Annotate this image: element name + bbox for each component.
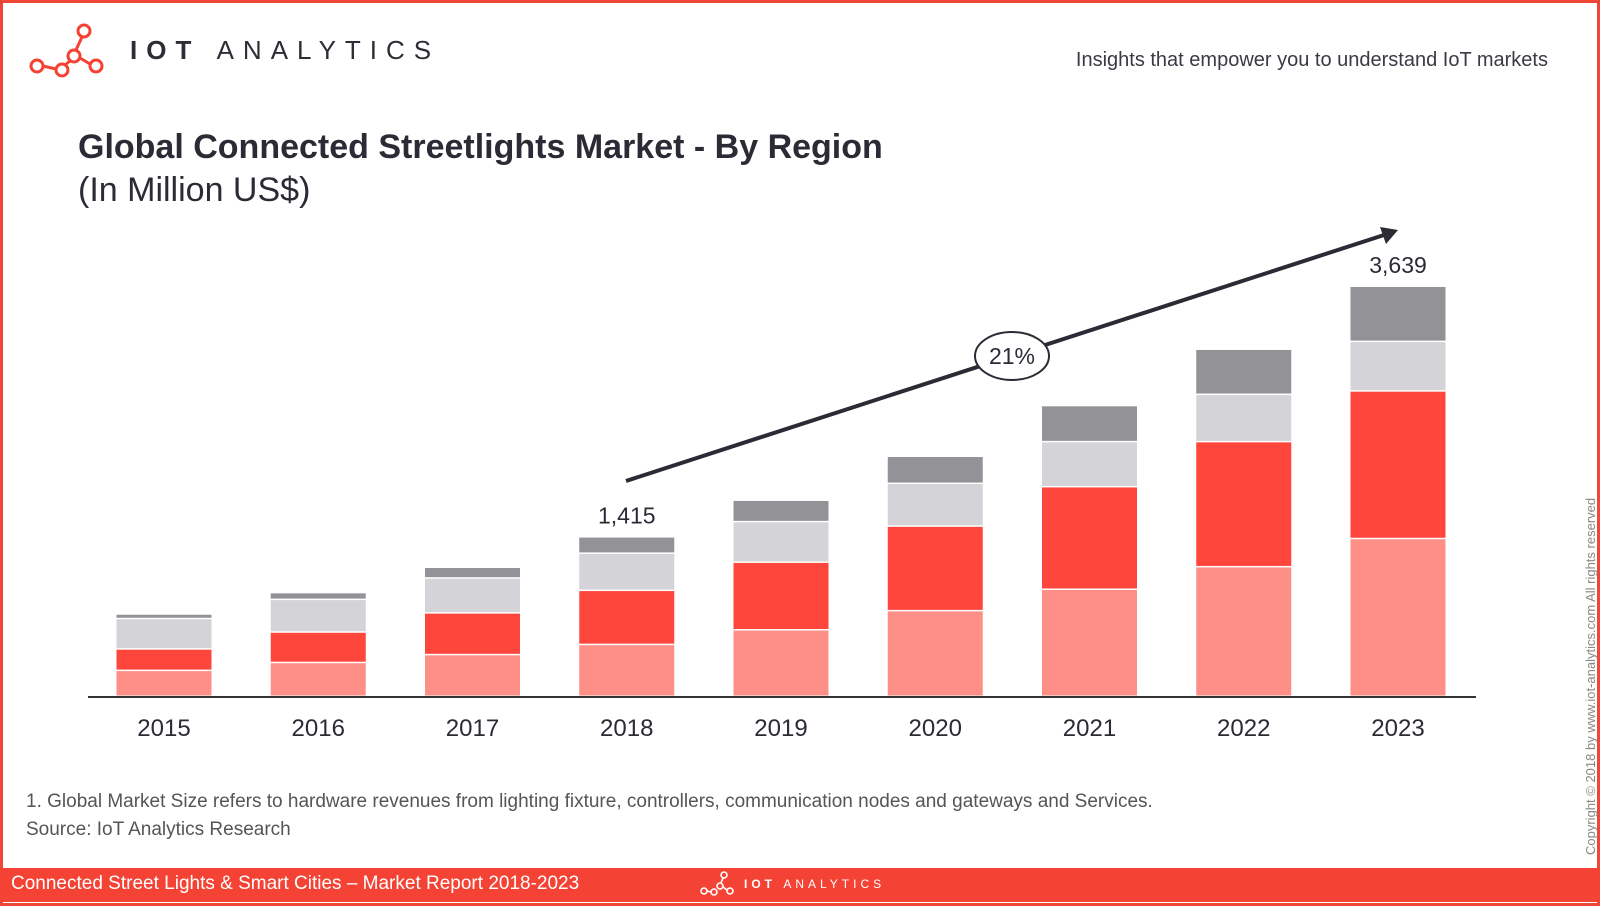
- bar-segment: [733, 522, 829, 562]
- iot-analytics-logo: IOT ANALYTICS: [28, 22, 440, 78]
- bar-segment: [270, 600, 366, 632]
- bar-segment: [579, 553, 675, 590]
- bottom-logo: IOT ANALYTICS: [700, 871, 885, 897]
- bar-segment: [1196, 567, 1292, 696]
- x-tick-label: 2022: [1217, 715, 1270, 742]
- x-tick-label: 2023: [1371, 715, 1424, 742]
- cagr-bubble: [974, 331, 1050, 381]
- cagr-label: 21%: [989, 343, 1035, 369]
- logo-text: IOT ANALYTICS: [130, 34, 441, 65]
- bar-segment: [270, 663, 366, 696]
- bar-segment: [425, 655, 520, 696]
- tagline: Insights that empower you to understand …: [1075, 49, 1548, 71]
- x-tick-label: 2016: [292, 715, 345, 742]
- x-tick-label: 2017: [446, 715, 499, 742]
- bar-segment: [733, 562, 829, 630]
- bar-segment: [425, 613, 520, 654]
- report-title: Connected Street Lights & Smart Cities –…: [11, 873, 580, 894]
- bar-segment: [1042, 442, 1137, 486]
- footnote-text: 1. Global Market Size refers to hardware…: [26, 791, 1153, 812]
- bar-segment: [116, 649, 212, 670]
- bar-segment: [579, 591, 675, 644]
- bar-segment: [425, 578, 520, 613]
- bar-segment: [1350, 391, 1446, 538]
- x-tick-label: 2020: [909, 715, 962, 742]
- chart-title-block: Global Connected Streetlights Market - B…: [78, 128, 883, 210]
- bottom-logo-text: IOT ANALYTICS: [744, 877, 886, 891]
- footnote: 1. Global Market Size refers to hardware…: [26, 788, 1153, 844]
- x-tick-label: 2018: [600, 715, 653, 742]
- bar-segment: [887, 484, 983, 526]
- network-nodes-icon: [700, 871, 734, 896]
- bar-segment: [1350, 539, 1446, 696]
- chart-subtitle: (In Million US$): [78, 171, 311, 209]
- bar-segment: [1196, 349, 1292, 394]
- bar-segment: [1350, 287, 1446, 341]
- bar-segment: [116, 619, 212, 649]
- bar-segment: [579, 645, 675, 696]
- bar-segment: [270, 593, 366, 599]
- bar-segment: [116, 614, 212, 618]
- bar-segment: [1042, 406, 1137, 441]
- bar-segment: [1196, 442, 1292, 566]
- bar-segment: [270, 632, 366, 662]
- bar-segment: [733, 630, 829, 696]
- total-data-label: 1,415: [598, 503, 656, 529]
- bar-segment: [887, 611, 983, 696]
- bar-segment: [1350, 342, 1446, 391]
- x-tick-label: 2015: [137, 715, 190, 742]
- bar-segment: [887, 526, 983, 610]
- bottom-bar: Connected Street Lights & Smart Cities –…: [0, 868, 1600, 902]
- bar-segment: [1042, 487, 1137, 589]
- bar-segment: [887, 457, 983, 483]
- bar-segment: [1042, 589, 1137, 696]
- chart-title: Global Connected Streetlights Market - B…: [78, 128, 883, 166]
- trend-arrow-head: [1380, 227, 1398, 244]
- total-data-label: 3,639: [1369, 252, 1427, 278]
- bar-segment: [425, 567, 520, 578]
- x-tick-label: 2019: [754, 715, 807, 742]
- copyright-text: Copyright © 2018 by www.iot-analytics.co…: [1583, 497, 1598, 855]
- bar-segment: [116, 671, 212, 696]
- bar-segment: [733, 500, 829, 521]
- x-tick-label: 2021: [1063, 715, 1116, 742]
- network-nodes-icon: [29, 23, 104, 78]
- source-text: Source: IoT Analytics Research: [26, 819, 291, 840]
- bar-segment: [1196, 395, 1292, 441]
- bar-segment: [579, 537, 675, 553]
